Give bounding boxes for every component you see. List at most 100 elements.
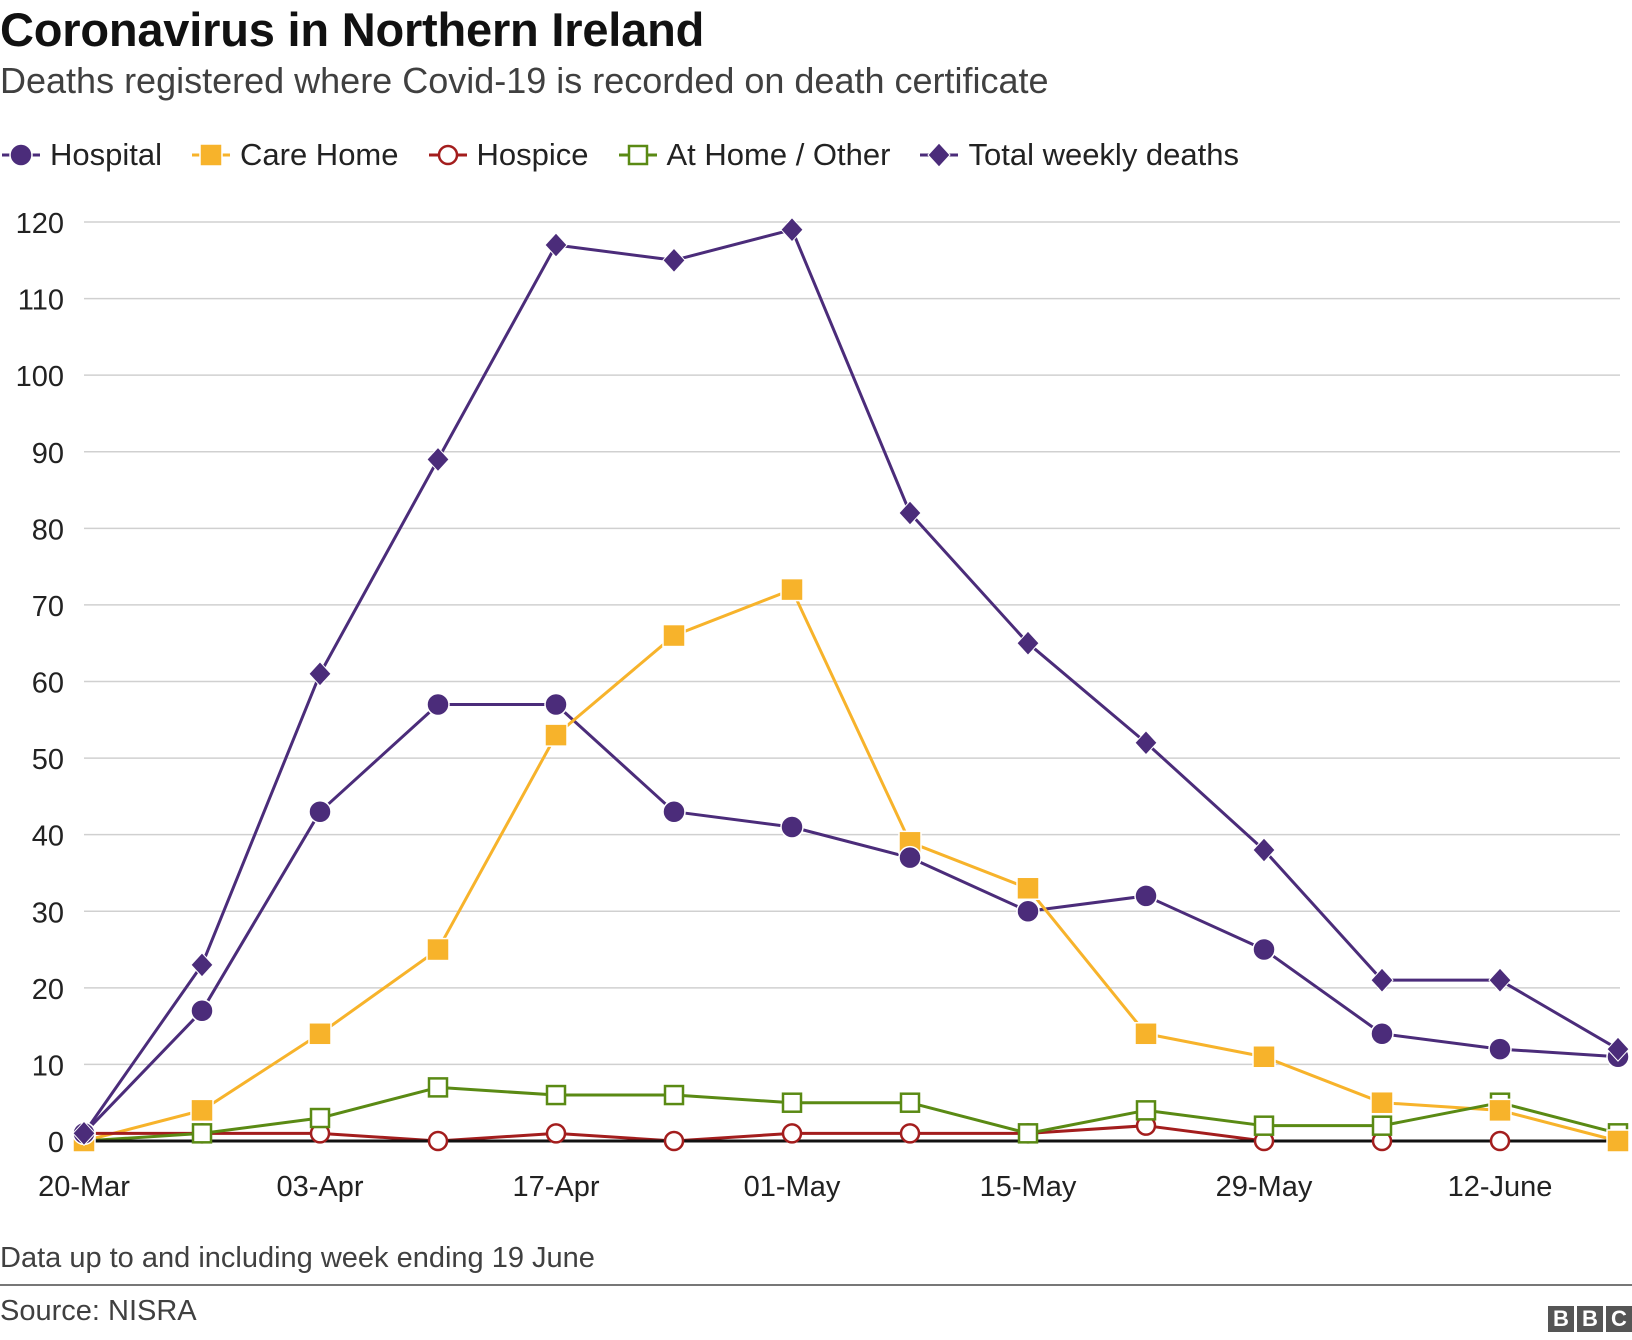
data-point <box>1252 837 1276 863</box>
legend-label: At Home / Other <box>666 137 891 172</box>
bbc-logo-block: B <box>1577 1306 1603 1332</box>
series-line-total-weekly-deaths <box>82 228 1619 1135</box>
series-points-at-home-other <box>73 1077 1629 1152</box>
y-tick-label: 60 <box>32 668 64 700</box>
data-point <box>72 1120 96 1147</box>
data-point <box>1489 1130 1511 1152</box>
data-point <box>309 1107 331 1129</box>
data-point <box>308 1022 332 1046</box>
legend-item-hospital: Hospital <box>0 137 162 173</box>
legend-item-total-weekly-deaths: Total weekly deaths <box>918 137 1239 173</box>
legend-swatch <box>618 144 657 166</box>
series-lines <box>82 228 1619 1143</box>
series-line-hospital <box>82 702 1619 1135</box>
x-tick-label: 20-Mar <box>38 1171 130 1203</box>
series-points-hospital <box>72 692 1630 1146</box>
chart-footnote: Data up to and including week ending 19 … <box>0 1242 595 1274</box>
legend-swatch-marker <box>927 142 952 168</box>
series-points-care-home <box>72 577 1630 1153</box>
data-point <box>544 692 568 717</box>
x-tick-label: 17-Apr <box>512 1171 599 1203</box>
data-point <box>1135 1100 1157 1121</box>
chart-subtitle: Deaths registered where Covid-19 is reco… <box>0 60 1049 101</box>
y-tick-label: 110 <box>18 285 64 317</box>
data-point <box>1017 1123 1039 1144</box>
y-tick-label: 10 <box>32 1050 64 1082</box>
y-tick-label: 70 <box>32 591 64 623</box>
data-point <box>1370 1022 1394 1046</box>
data-point <box>544 723 568 747</box>
x-tick-label: 29-May <box>1216 1171 1313 1203</box>
data-point <box>191 1123 213 1144</box>
data-point <box>308 661 332 687</box>
data-point <box>780 577 804 602</box>
y-tick-label: 90 <box>32 438 64 470</box>
data-point <box>190 1098 214 1123</box>
data-point <box>1134 730 1158 756</box>
data-point <box>662 799 686 824</box>
data-point <box>426 446 450 473</box>
data-point <box>898 845 922 870</box>
y-tick-label: 50 <box>32 744 64 776</box>
data-point <box>1253 1115 1275 1136</box>
series-line-care-home <box>83 588 1619 1143</box>
data-point <box>426 692 450 717</box>
legend-swatch-marker <box>199 143 223 167</box>
legend-item-hospice: Hospice <box>427 137 589 173</box>
data-point <box>545 1123 567 1144</box>
data-point <box>1016 899 1040 923</box>
chart-title: Coronavirus in Northern Ireland <box>0 3 705 56</box>
data-point <box>426 937 450 962</box>
gridlines <box>84 221 1620 1066</box>
legend-swatch <box>428 144 467 166</box>
data-point <box>1134 1022 1158 1046</box>
bbc-logo-block: C <box>1606 1306 1632 1332</box>
data-point <box>781 1123 803 1144</box>
data-point <box>1606 1036 1630 1062</box>
data-point <box>545 1084 567 1106</box>
legend-swatch <box>192 143 230 167</box>
data-point <box>1370 967 1394 993</box>
data-point <box>663 1130 685 1152</box>
data-point <box>898 500 922 526</box>
legend-label: Hospice <box>476 137 589 172</box>
bbc-logo-block: B <box>1548 1306 1574 1332</box>
data-point <box>662 623 686 648</box>
y-tick-label: 100 <box>16 361 64 393</box>
data-point <box>1371 1115 1393 1136</box>
legend-label: Hospital <box>50 137 162 172</box>
data-point <box>427 1130 449 1152</box>
legend-swatch-marker <box>437 144 458 166</box>
data-point <box>1134 884 1158 908</box>
data-point <box>1488 1037 1512 1061</box>
data-point <box>899 1092 921 1113</box>
chart-legend: Hospital Care Home Hospice At Home / Other T… <box>0 135 1267 175</box>
legend-swatch <box>920 142 959 168</box>
data-point <box>190 999 214 1023</box>
data-point <box>1016 630 1040 656</box>
y-tick-label: 40 <box>32 821 64 853</box>
series-line-at-home-other <box>83 1085 1619 1143</box>
x-tick-label: 12-June <box>1448 1171 1553 1203</box>
x-tick-label: 01-May <box>744 1171 841 1203</box>
data-point <box>1252 1045 1276 1069</box>
source-divider <box>0 1284 1632 1286</box>
line-chart: 0 10 20 30 40 50 60 70 80 90 100 110 120 20-Mar 03-Apr… <box>16 208 1630 1203</box>
data-point <box>780 815 804 839</box>
legend-item-at-home-other: At Home / Other <box>617 137 891 173</box>
legend-swatch <box>2 143 40 167</box>
data-point <box>1252 937 1276 962</box>
data-point <box>427 1077 449 1098</box>
data-point <box>1488 967 1512 993</box>
data-point <box>544 232 568 258</box>
x-tick-label: 15-May <box>980 1171 1077 1203</box>
legend-item-care-home: Care Home <box>190 137 399 173</box>
data-point <box>1370 1090 1394 1115</box>
legend-swatch-marker <box>9 143 33 167</box>
data-point <box>1606 1129 1630 1153</box>
y-tick-label: 20 <box>32 974 64 1006</box>
data-point <box>1488 1098 1512 1123</box>
legend-label: Total weekly deaths <box>968 137 1240 172</box>
legend-label: Care Home <box>240 137 399 172</box>
